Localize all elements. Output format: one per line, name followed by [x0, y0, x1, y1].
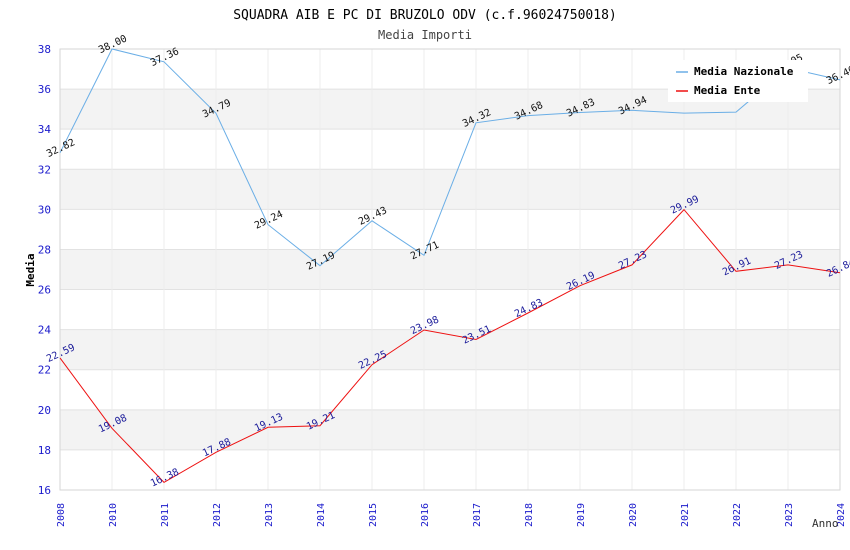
legend-label-media-ente: Media Ente: [694, 84, 761, 97]
x-tick-label: 2012: [212, 503, 223, 527]
chart-title: SQUADRA AIB E PC DI BRUZOLO ODV (c.f.960…: [233, 8, 617, 23]
y-tick-label: 28: [38, 243, 51, 256]
data-label: 32.82: [45, 137, 77, 160]
x-tick-label: 2013: [264, 503, 275, 527]
x-tick-label: 2022: [732, 503, 743, 527]
x-tick-label: 2024: [836, 503, 847, 527]
y-tick-label: 20: [38, 404, 51, 417]
data-label: 37.36: [149, 46, 181, 69]
y-tick-label: 36: [38, 83, 51, 96]
y-axis-ticks: 16 18 20 22 24 26 28 30 32 34 36 38: [38, 43, 52, 497]
y-tick-label: 30: [38, 203, 51, 216]
x-tick-label: 2014: [316, 503, 327, 527]
x-axis-ticks: 2008 2010 2011 2012 2013 2014 2015 2016 2017 2018…: [56, 503, 847, 527]
y-tick-label: 16: [38, 484, 51, 497]
x-tick-label: 2010: [108, 503, 119, 527]
y-axis-label: Media: [24, 253, 37, 286]
x-tick-label: 2008: [56, 503, 67, 527]
x-axis-label: Anno: [812, 517, 839, 530]
data-label: 24.83: [513, 297, 545, 320]
x-tick-label: 2021: [680, 503, 691, 527]
y-tick-label: 24: [38, 324, 52, 337]
y-tick-label: 32: [38, 163, 51, 176]
x-tick-label: 2023: [784, 503, 795, 527]
x-tick-label: 2015: [368, 503, 379, 527]
x-tick-label: 2018: [524, 503, 535, 527]
series-lines: [59, 48, 841, 484]
grid-bands: [60, 89, 840, 450]
y-tick-label: 38: [38, 43, 51, 56]
grid-band: [60, 329, 840, 370]
grid-band: [60, 249, 840, 290]
series-line-media-ente: [59, 208, 841, 484]
y-tick-label: 18: [38, 444, 51, 457]
series-line-media-nazionale: [59, 48, 841, 267]
x-tick-label: 2020: [628, 503, 639, 527]
x-tick-label: 2019: [576, 503, 587, 527]
data-label: 38.00: [97, 33, 129, 56]
y-tick-label: 22: [38, 364, 51, 377]
data-label: 36.46: [825, 64, 850, 87]
legend: Media Nazionale Media Ente: [668, 60, 808, 102]
chart-subtitle: Media Importi: [378, 28, 472, 42]
grid-band: [60, 409, 840, 450]
y-tick-label: 26: [38, 284, 51, 297]
y-tick-label: 34: [38, 123, 52, 136]
data-label: 16.38: [149, 467, 181, 490]
data-label: 29.24: [253, 209, 285, 232]
x-tick-label: 2016: [420, 503, 431, 527]
legend-box: [668, 60, 808, 102]
x-tick-label: 2011: [160, 503, 171, 527]
plot-area: [59, 48, 841, 491]
legend-label-media-nazionale: Media Nazionale: [694, 65, 794, 78]
x-tick-label: 2017: [472, 503, 483, 527]
